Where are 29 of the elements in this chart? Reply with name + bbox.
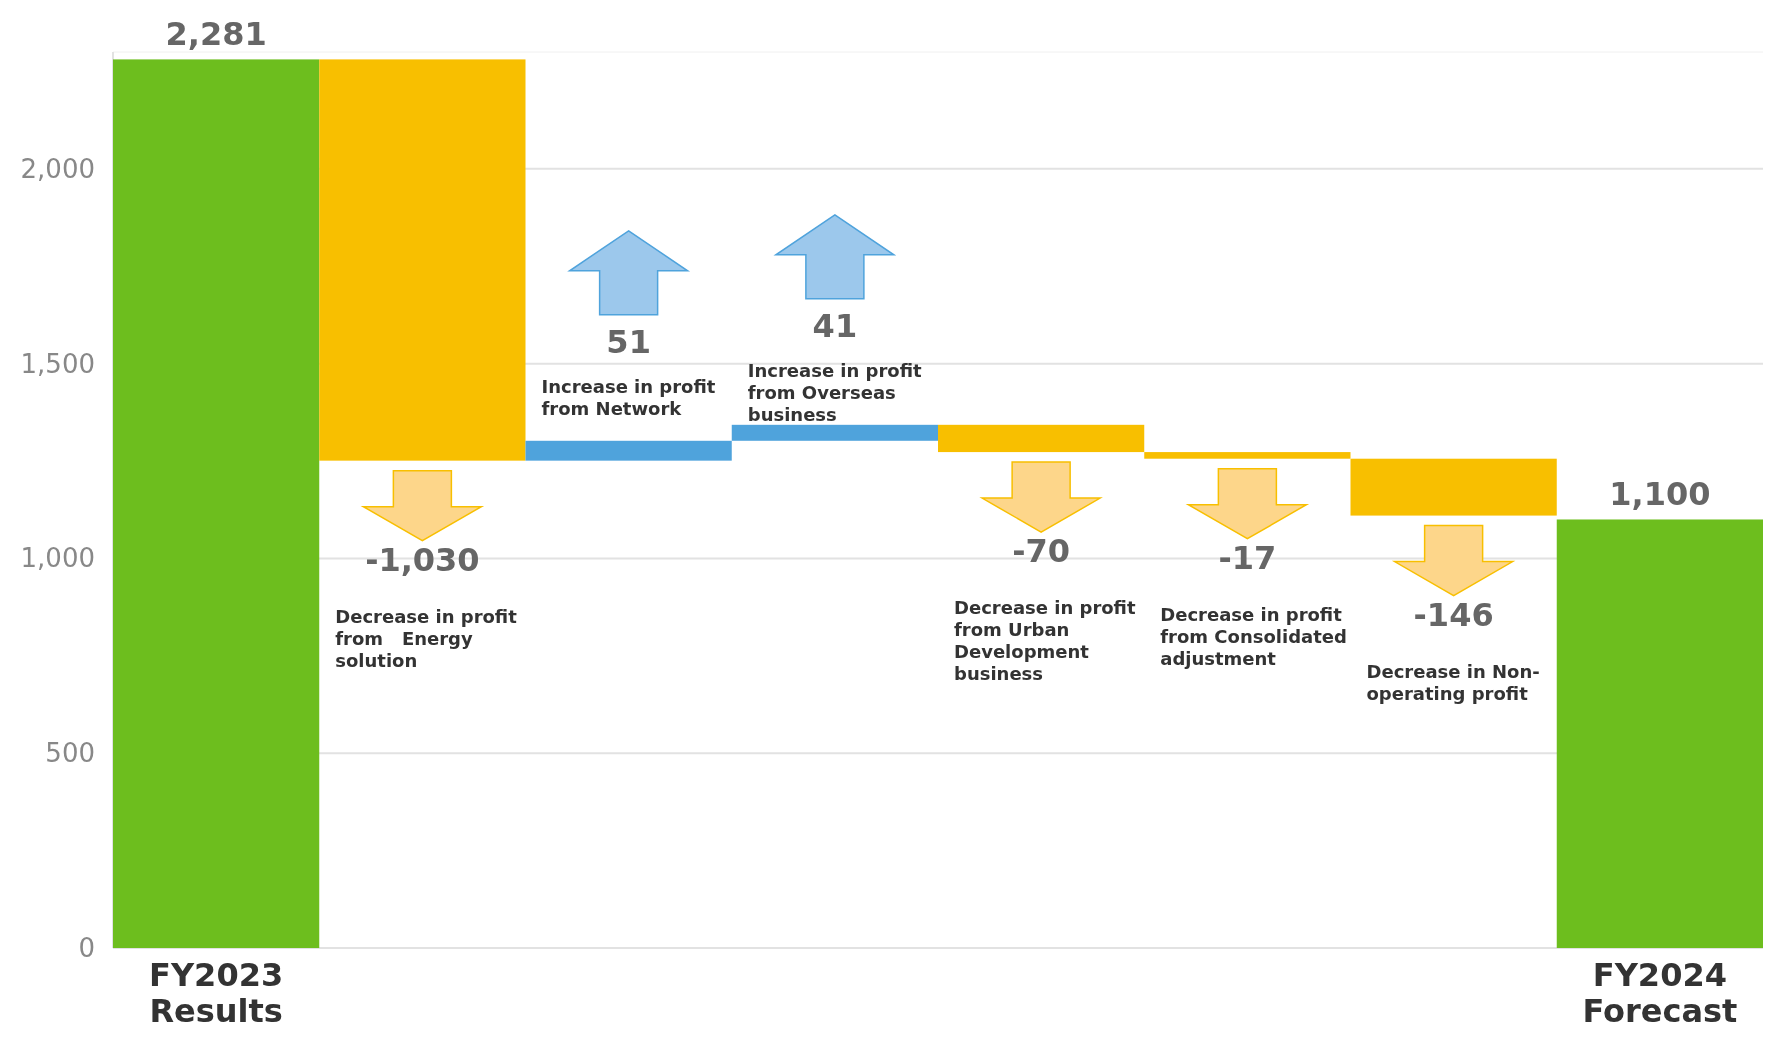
annotation: Decrease in Non-operating profit <box>1366 660 1540 704</box>
y-tick-label: 1,500 <box>20 348 95 379</box>
annotation: Decrease in profit from Energy solution <box>335 605 518 671</box>
x-tick-label: FY2023 Results <box>149 956 284 1030</box>
annotation: Increase in profit from Network <box>541 375 716 419</box>
data-label: -70 <box>1012 532 1071 571</box>
data-label: 51 <box>606 322 651 361</box>
y-tick-label: 500 <box>45 738 95 769</box>
bar <box>1144 452 1351 459</box>
data-label: -17 <box>1218 538 1277 577</box>
x-tick-label: FY2024 Forecast <box>1582 956 1738 1030</box>
annotation: Increase in profit from Overseas business <box>747 359 923 425</box>
y-tick-label: 1,000 <box>20 543 95 574</box>
y-tick-label: 0 <box>78 933 95 963</box>
data-label: -146 <box>1413 595 1494 634</box>
data-label: 2,281 <box>165 15 267 54</box>
bar <box>938 424 1145 453</box>
y-tick-label: 2,000 <box>20 153 95 184</box>
bar <box>113 59 320 948</box>
bar <box>1556 519 1763 948</box>
annotation: Decrease in profit from Consolidated adjustment <box>1160 603 1347 669</box>
bar <box>525 440 732 461</box>
data-label: 1,100 <box>1609 475 1711 514</box>
bar <box>731 424 938 441</box>
bar <box>319 59 526 461</box>
data-label: -1,030 <box>365 540 480 579</box>
annotation: Decrease in profit from Urban Development business <box>954 597 1136 685</box>
data-label: 41 <box>812 306 858 345</box>
bar <box>1350 458 1557 516</box>
